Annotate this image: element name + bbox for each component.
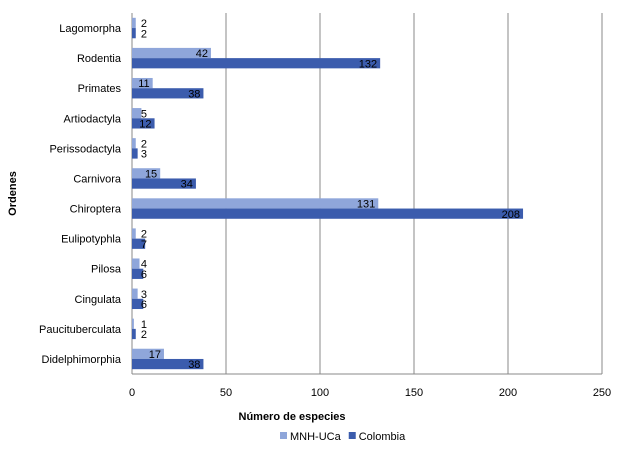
legend-swatch: [280, 432, 287, 439]
y-tick-label: Rodentia: [77, 53, 122, 65]
bar-colombia: [132, 358, 204, 370]
data-label: 42: [196, 48, 208, 60]
x-tick-label: 100: [311, 387, 329, 399]
data-label: 2: [141, 138, 147, 150]
bar-colombia: [132, 298, 144, 310]
data-label: 2: [141, 28, 147, 40]
bar-colombia: [132, 328, 136, 340]
data-label: 6: [141, 269, 147, 281]
bar-mnh-uca: [132, 47, 211, 59]
data-label: 1: [141, 319, 147, 331]
data-label: 2: [141, 229, 147, 241]
bar-mnh-uca: [132, 288, 138, 299]
y-tick-label: Perissodactyla: [49, 143, 121, 155]
bar-mnh-uca: [132, 348, 164, 359]
data-label: 12: [139, 119, 151, 131]
data-label: 38: [188, 88, 200, 100]
y-tick-label: Didelphimorphia: [42, 354, 122, 366]
data-label: 15: [145, 168, 157, 180]
data-label: 11: [138, 78, 149, 90]
data-label: 5: [141, 108, 147, 120]
y-tick-label: Chiroptera: [70, 204, 122, 216]
bar-mnh-uca: [132, 17, 136, 29]
x-axis-title: Número de especies: [239, 411, 346, 423]
legend-swatch: [348, 432, 356, 439]
data-label: 132: [359, 58, 377, 70]
data-label: 6: [141, 299, 147, 311]
bar-colombia: [132, 88, 204, 99]
data-label: 3: [141, 289, 147, 301]
x-tick-label: 0: [129, 387, 135, 399]
bar-colombia: [132, 268, 144, 279]
y-tick-label: Eulipotyphla: [61, 234, 122, 246]
x-tick-label: 200: [499, 387, 517, 399]
y-tick-label: Lagomorpha: [59, 23, 122, 35]
bar-mnh-uca: [132, 318, 134, 329]
data-label: 38: [188, 359, 200, 371]
data-label: 2: [141, 329, 147, 341]
data-label: 208: [502, 209, 520, 221]
x-tick-label: 50: [220, 387, 232, 399]
bar-mnh-uca: [132, 168, 161, 179]
x-tick-label: 250: [593, 387, 611, 399]
bar-mnh-uca: [132, 258, 140, 269]
data-label: 34: [181, 179, 193, 191]
bar-colombia: [132, 238, 146, 249]
bar-mnh-uca: [132, 228, 136, 239]
y-tick-label: Pilosa: [91, 264, 122, 276]
bar-mnh-uca: [132, 108, 142, 119]
bar-colombia: [132, 58, 381, 69]
y-tick-label: Primates: [78, 83, 122, 95]
data-label: 131: [357, 199, 375, 211]
data-label: 17: [149, 349, 161, 361]
legend-label: Colombia: [359, 431, 406, 443]
bar-mnh-uca: [132, 77, 153, 89]
legend-label: MNH-UCa: [290, 431, 342, 443]
bar-mnh-uca: [132, 138, 136, 149]
data-label: 4: [141, 259, 147, 271]
bar-colombia: [132, 208, 524, 219]
y-axis-title: Ordenes: [7, 171, 19, 216]
x-tick-label: 150: [405, 387, 423, 399]
y-tick-label: Cingulata: [75, 294, 122, 306]
bar-colombia: [132, 148, 138, 159]
bar-colombia: [132, 118, 155, 129]
y-tick-label: Artiodactyla: [64, 113, 122, 125]
bar-colombia: [132, 28, 136, 39]
data-label: 2: [141, 18, 147, 30]
bar-mnh-uca: [132, 198, 379, 209]
bar-colombia: [132, 178, 196, 189]
data-label: 7: [141, 239, 147, 251]
y-tick-label: Paucituberculata: [39, 324, 122, 336]
y-tick-label: Carnivora: [73, 173, 122, 185]
data-label: 3: [141, 149, 147, 161]
